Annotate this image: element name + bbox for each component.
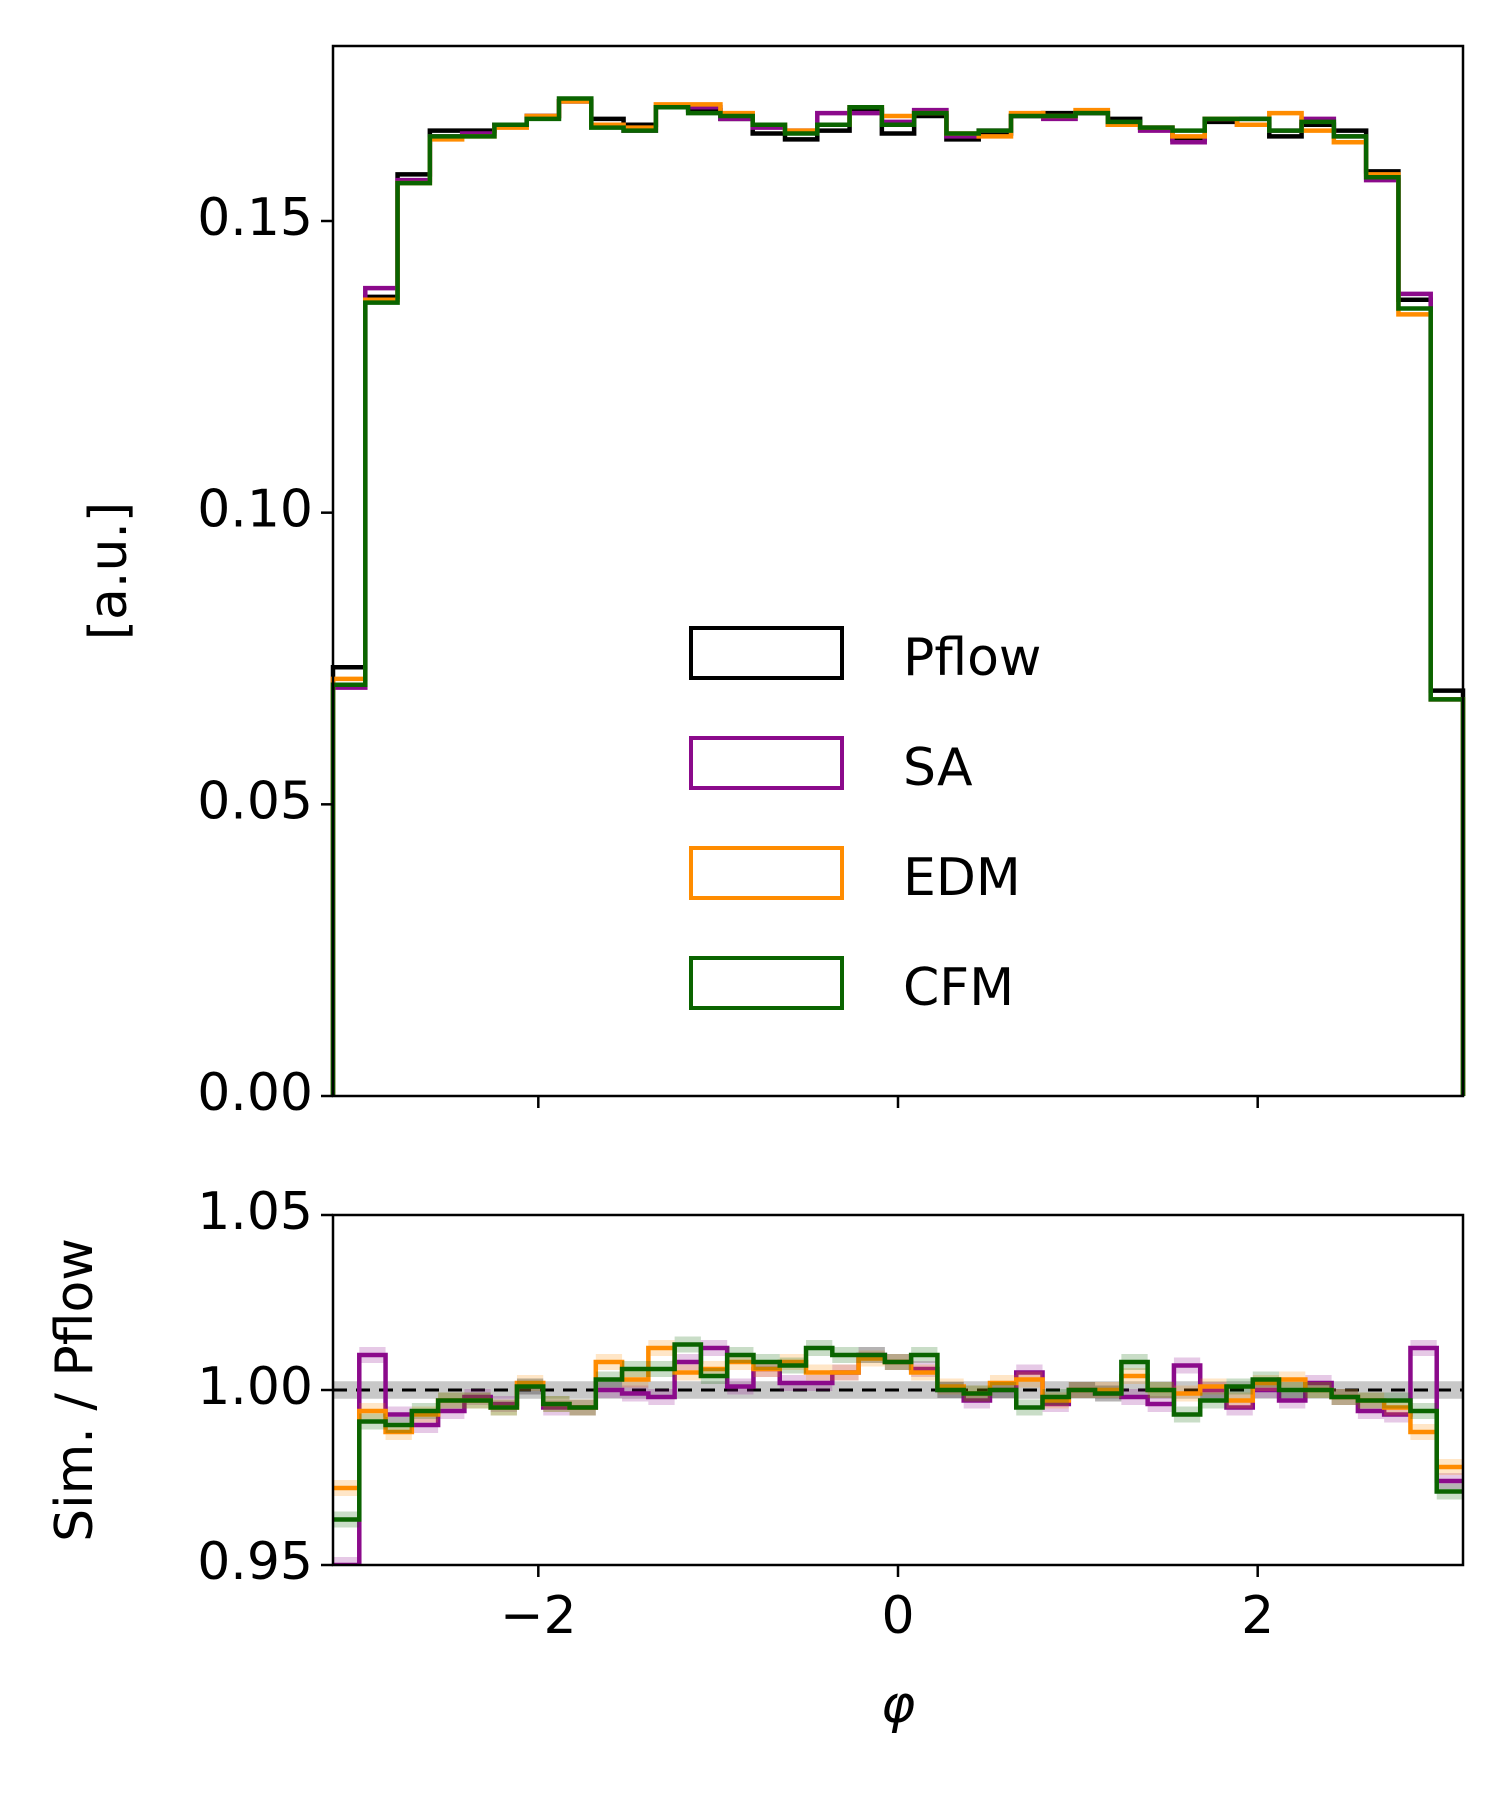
legend-label-edm: EDM [903,848,1021,908]
legend-item-edm: EDM [689,846,1021,908]
x-axis-label: φ [881,1675,915,1735]
ratio-y-ticks: 0.95 1.00 1.05 [197,1182,333,1592]
ratio-y-tick-label: 1.00 [197,1357,313,1417]
ratio-line-cfm [333,1342,1463,1522]
main-axes-frame [331,44,1465,1098]
main-y-axis-label: [a.u.] [79,502,139,640]
ratio-y-axis-label: Sim. / Pflow [45,1238,105,1542]
main-y-ticks: 0.00 0.05 0.10 0.15 [197,188,333,1123]
legend-swatch-cfm [689,956,844,1010]
legend-label-pflow: Pflow [903,628,1041,688]
ratio-x-tick-label: 0 [881,1586,914,1646]
main-y-tick-label: 0.15 [197,188,313,248]
legend-item-cfm: CFM [689,956,1014,1018]
main-y-tick-label: 0.05 [197,771,313,831]
ratio-uncertainty-cfm [333,1336,1463,1528]
main-series-group [330,96,1466,1096]
histogram-sa [330,99,1466,1096]
ratio-x-tick-label: 2 [1241,1586,1274,1646]
ratio-uncertainty-bin [333,1557,360,1565]
histogram-edm [330,99,1466,1096]
main-y-tick-label: 0.10 [197,480,313,540]
legend-swatch-sa [689,736,844,790]
legend-label-sa: SA [903,738,973,798]
legend-item-pflow: Pflow [689,626,1041,688]
main-panel: 0.00 0.05 0.10 0.15 [a.u.] Pflow SA EDM CFM [79,44,1466,1123]
histogram-pflow [330,99,1466,1096]
main-y-tick-label: 0.00 [197,1063,313,1123]
ratio-series-group [333,1336,1463,1565]
legend-item-sa: SA [689,736,973,798]
ratio-x-ticks: −2 0 2 [500,1565,1274,1646]
legend: Pflow SA EDM CFM [689,626,1041,1018]
ratio-y-tick-label: 1.05 [197,1182,313,1242]
ratio-y-tick-label: 0.95 [197,1532,313,1592]
ratio-panel: 0.95 1.00 1.05 −2 0 2 Sim. / Pflow φ [45,1182,1465,1735]
main-x-ticks [537,1096,1259,1108]
ratio-x-tick-label: −2 [500,1586,577,1646]
histogram-cfm [330,96,1466,1096]
legend-label-cfm: CFM [903,958,1014,1018]
legend-swatch-edm [689,846,844,900]
legend-swatch-pflow [689,626,844,680]
ratio-clip-group [333,1336,1463,1565]
